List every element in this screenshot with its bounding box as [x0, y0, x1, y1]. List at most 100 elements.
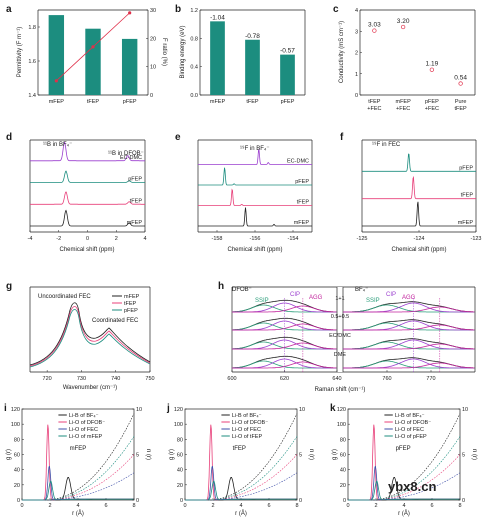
- g-xtick-2: 740: [111, 376, 120, 382]
- panel-label-c: c: [333, 4, 339, 15]
- h-component-left-row-1-2: [232, 323, 337, 331]
- b-ytick-3: 1.2: [190, 8, 198, 14]
- k-ylabel2: n (r): [471, 449, 477, 460]
- e-xtick-0: -158: [211, 236, 222, 242]
- e-series-ec-dmc: [198, 148, 312, 165]
- i-ylabel2: n (r): [145, 449, 151, 460]
- e-annotation-bf4: ¹⁹F in BF₄⁻: [240, 145, 270, 152]
- i-ylabel: g (r): [6, 449, 12, 460]
- panel-label-e: e: [175, 132, 181, 143]
- d-xlabel: Chemical shift (ppm): [59, 247, 114, 253]
- panel-label-f: f: [340, 132, 344, 143]
- g-annotation-uncoordinated: Uncoordinated FEC: [38, 294, 91, 300]
- j-n-li-o-of-tfep: [206, 436, 298, 501]
- j-y2tick-0: 0: [299, 498, 302, 504]
- k-ytick-4: 80: [340, 437, 346, 443]
- i-ytick-1: 20: [14, 483, 20, 489]
- j-y2tick-2: 10: [299, 407, 305, 413]
- c-xtick-0-line-0: tFEP: [368, 99, 381, 105]
- i-n-li-o-of-dfob: [43, 454, 135, 501]
- d-series-label-tfep: tFEP: [130, 198, 143, 204]
- panel-h: h DFOB⁻ BF₄⁻ SSIP CIP AGG SSIP CIP AGG 1…: [218, 281, 476, 393]
- f-series-pfep: [362, 153, 476, 172]
- k-xtick-1: 2: [374, 503, 377, 509]
- h-xlabel: Raman shift (cm⁻¹): [315, 387, 366, 393]
- g-legend-label-mfep: mFEP: [124, 294, 140, 300]
- panel-d: d EC-DMC pFEP tFEP mFEP -4 -2 0 2 4 ¹¹B in BF₄⁻…: [6, 132, 147, 253]
- j-y2tick-1: 5: [299, 453, 302, 459]
- d-xtick-2: 0: [86, 236, 89, 242]
- c-ylabel: Conductivity (mS cm⁻¹): [339, 21, 345, 83]
- a-xtick-pfep: pFEP: [123, 99, 137, 105]
- a-ytick-1: 1.6: [28, 59, 36, 65]
- h-xtick-left-1: 620: [280, 376, 289, 382]
- j-legend-label-2: Li-O of FEC: [232, 427, 261, 433]
- h-component-left-row-3-2: [232, 361, 337, 369]
- k-ytick-0: 0: [343, 498, 346, 504]
- h-component-right-row-2-2: [343, 343, 475, 350]
- j-xtick-4: 8: [295, 503, 298, 509]
- i-y2tick-1: 5: [136, 453, 139, 459]
- b-data-label-tfep: -0.78: [245, 33, 260, 40]
- panel-label-g: g: [6, 281, 12, 292]
- d-series-tfep: [30, 191, 145, 205]
- e-xtick-2: -154: [287, 236, 298, 242]
- a-y2tick-1: 10: [150, 65, 156, 71]
- i-legend-label-2: Li-O of FEC: [69, 427, 98, 433]
- j-legend-label-3: Li-O of tFEP: [232, 434, 263, 440]
- h-label-agg-left: AGG: [309, 295, 323, 301]
- e-series-tfep: [198, 188, 312, 206]
- j-ytick-2: 40: [177, 468, 183, 474]
- h-component-left-row-0-0: [232, 304, 337, 313]
- j-ylabel: g (r): [169, 449, 175, 460]
- j-n-li-o-of-dfob: [206, 454, 298, 501]
- j-xlabel: r (Å): [235, 510, 247, 517]
- b-xtick-tfep: tFEP: [246, 99, 259, 105]
- h-title-dfob: DFOB⁻: [232, 287, 252, 293]
- e-series-label-mfep: mFEP: [294, 220, 310, 226]
- h-component-left-row-3-0: [232, 360, 337, 369]
- h-xtick-right-1: 770: [426, 376, 435, 382]
- i-ytick-6: 120: [11, 407, 20, 413]
- d-xtick-0: -4: [28, 236, 33, 242]
- f-series-mfep: [362, 201, 476, 227]
- h-row-label-2: EC/DMC: [329, 333, 351, 339]
- k-subtitle: pFEP: [396, 446, 411, 452]
- a-fratio-point-mfep: [54, 79, 58, 83]
- c-data-label-1: 3.20: [397, 18, 410, 25]
- k-g-li-o-of-pfep: [348, 480, 460, 501]
- i-ytick-4: 80: [14, 437, 20, 443]
- k-n-li-o-of-pfep: [369, 436, 461, 501]
- e-series-label-tfep: tFEP: [297, 200, 310, 206]
- j-xtick-1: 2: [211, 503, 214, 509]
- c-xtick-3-line-1: tFEP: [455, 106, 468, 112]
- i-xtick-1: 2: [48, 503, 51, 509]
- k-ylabel: g (r): [332, 449, 338, 460]
- h-row-label-0: 1+1: [335, 296, 344, 302]
- h-component-right-row-3-0: [343, 360, 475, 369]
- k-ytick-5: 100: [337, 422, 346, 428]
- b-data-label-pfep: -0.57: [280, 48, 295, 55]
- k-xtick-0: 0: [346, 503, 349, 509]
- a-xtick-mfep: mFEP: [49, 99, 65, 105]
- g-annotation-coordinated: Coordinated FEC: [92, 318, 139, 324]
- c-xtick-0-line-1: +FEC: [367, 106, 381, 112]
- k-xtick-3: 6: [430, 503, 433, 509]
- c-point-0: [372, 28, 377, 33]
- panel-label-h: h: [218, 281, 224, 292]
- a-fratio-point-tfep: [91, 45, 95, 49]
- h-component-left-row-0-2: [232, 305, 337, 313]
- j-ytick-6: 120: [174, 407, 183, 413]
- d-series-label-ec-dmc: EC-DMC: [120, 155, 142, 161]
- h-component-right-row-3-2: [343, 362, 475, 369]
- i-xtick-3: 6: [104, 503, 107, 509]
- j-legend-label-0: Li-B of BF₄⁻: [232, 413, 262, 419]
- h-component-left-row-1-0: [232, 322, 337, 331]
- i-g-li-o-of-mfep: [22, 480, 134, 501]
- i-legend-label-1: Li-O of DFOB⁻: [69, 420, 105, 426]
- k-y2tick-1: 5: [462, 453, 465, 459]
- a-xtick-tfep: tFEP: [87, 99, 100, 105]
- panel-label-b: b: [175, 4, 181, 15]
